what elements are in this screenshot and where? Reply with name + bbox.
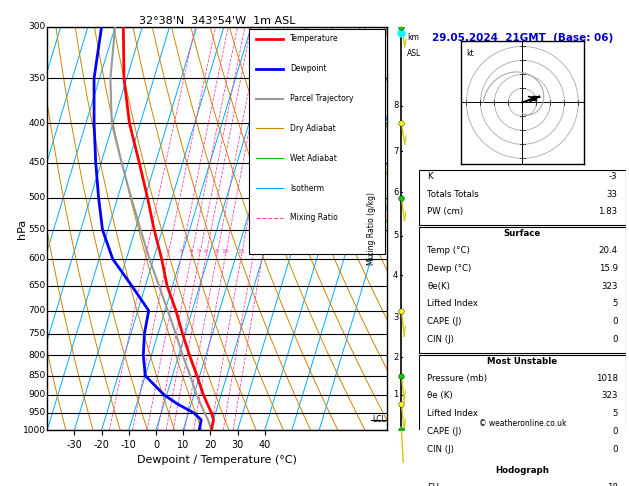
Text: CIN (J): CIN (J) bbox=[427, 335, 454, 344]
Text: 5: 5 bbox=[393, 231, 398, 241]
Text: 7: 7 bbox=[393, 147, 398, 156]
Text: Most Unstable: Most Unstable bbox=[487, 357, 557, 365]
Text: θe(K): θe(K) bbox=[427, 282, 450, 291]
Text: © weatheronline.co.uk: © weatheronline.co.uk bbox=[479, 419, 566, 428]
Text: Parcel Trajectory: Parcel Trajectory bbox=[290, 94, 353, 103]
Text: 0: 0 bbox=[612, 445, 618, 453]
Text: 5: 5 bbox=[612, 299, 618, 309]
Text: 15.9: 15.9 bbox=[599, 264, 618, 273]
Text: 750: 750 bbox=[28, 329, 45, 338]
Text: 1018: 1018 bbox=[596, 374, 618, 382]
Text: Mixing Ratio (g/kg): Mixing Ratio (g/kg) bbox=[367, 192, 376, 265]
Text: 550: 550 bbox=[28, 226, 45, 234]
Bar bbox=[419, 170, 626, 225]
Text: Lifted Index: Lifted Index bbox=[427, 299, 478, 309]
Text: 5: 5 bbox=[612, 409, 618, 418]
Text: Wet Adiabat: Wet Adiabat bbox=[290, 154, 337, 163]
Bar bbox=[250, 29, 386, 254]
Text: 5: 5 bbox=[197, 249, 201, 254]
Text: 0: 0 bbox=[612, 317, 618, 326]
Text: 2: 2 bbox=[393, 353, 398, 362]
Text: 950: 950 bbox=[28, 408, 45, 417]
Text: 300: 300 bbox=[28, 22, 45, 31]
Text: Pressure (mb): Pressure (mb) bbox=[427, 374, 487, 382]
Text: 3: 3 bbox=[393, 313, 398, 322]
Text: 800: 800 bbox=[28, 351, 45, 360]
Text: 323: 323 bbox=[601, 282, 618, 291]
Text: 500: 500 bbox=[28, 193, 45, 202]
Text: -3: -3 bbox=[609, 172, 618, 181]
Text: Totals Totals: Totals Totals bbox=[427, 190, 479, 199]
Text: Lifted Index: Lifted Index bbox=[427, 409, 478, 418]
Text: PW (cm): PW (cm) bbox=[427, 208, 464, 216]
Text: 8: 8 bbox=[214, 249, 218, 254]
Text: 350: 350 bbox=[28, 74, 45, 83]
X-axis label: Dewpoint / Temperature (°C): Dewpoint / Temperature (°C) bbox=[137, 455, 297, 466]
Text: 450: 450 bbox=[28, 158, 45, 167]
Text: Dewpoint: Dewpoint bbox=[290, 64, 326, 73]
Text: 650: 650 bbox=[28, 281, 45, 290]
Text: Isotherm: Isotherm bbox=[290, 184, 325, 192]
Bar bbox=[419, 227, 626, 353]
Text: θe (K): θe (K) bbox=[427, 391, 453, 400]
Text: 1: 1 bbox=[393, 390, 398, 399]
Title: 32°38'N  343°54'W  1m ASL: 32°38'N 343°54'W 1m ASL bbox=[139, 16, 296, 26]
Bar bbox=[419, 465, 626, 486]
Text: 0: 0 bbox=[612, 427, 618, 436]
Text: 20: 20 bbox=[248, 249, 257, 254]
Text: 29.05.2024  21GMT  (Base: 06): 29.05.2024 21GMT (Base: 06) bbox=[431, 33, 613, 43]
Text: 323: 323 bbox=[601, 391, 618, 400]
Text: K: K bbox=[427, 172, 433, 181]
Text: LCL: LCL bbox=[372, 416, 386, 424]
Text: 1.83: 1.83 bbox=[598, 208, 618, 216]
Text: CIN (J): CIN (J) bbox=[427, 445, 454, 453]
Text: 2: 2 bbox=[165, 249, 169, 254]
Text: 33: 33 bbox=[606, 190, 618, 199]
Text: 6: 6 bbox=[393, 188, 398, 197]
Text: ASL: ASL bbox=[407, 49, 421, 58]
Text: 400: 400 bbox=[28, 119, 45, 128]
Text: Dewp (°C): Dewp (°C) bbox=[427, 264, 472, 273]
Text: 850: 850 bbox=[28, 371, 45, 380]
Text: 4: 4 bbox=[189, 249, 193, 254]
Text: Dry Adiabat: Dry Adiabat bbox=[290, 124, 336, 133]
Text: Mixing Ratio: Mixing Ratio bbox=[290, 213, 338, 223]
Text: 10: 10 bbox=[221, 249, 229, 254]
Text: 700: 700 bbox=[28, 306, 45, 315]
Text: 1: 1 bbox=[143, 249, 147, 254]
Text: 15: 15 bbox=[237, 249, 245, 254]
Text: Temperature: Temperature bbox=[290, 35, 339, 43]
Text: Temp (°C): Temp (°C) bbox=[427, 246, 470, 255]
Text: CAPE (J): CAPE (J) bbox=[427, 427, 462, 436]
Text: km: km bbox=[407, 33, 419, 42]
Text: CAPE (J): CAPE (J) bbox=[427, 317, 462, 326]
Text: 6: 6 bbox=[204, 249, 208, 254]
Text: EH: EH bbox=[427, 484, 439, 486]
Text: Surface: Surface bbox=[504, 229, 541, 238]
Bar bbox=[419, 355, 626, 462]
Text: 900: 900 bbox=[28, 390, 45, 399]
Text: hPa: hPa bbox=[17, 218, 26, 239]
Text: 18: 18 bbox=[606, 484, 618, 486]
Text: 0: 0 bbox=[612, 335, 618, 344]
Text: 3: 3 bbox=[179, 249, 183, 254]
Text: 1000: 1000 bbox=[23, 426, 45, 434]
Text: 20.4: 20.4 bbox=[598, 246, 618, 255]
Text: 4: 4 bbox=[393, 271, 398, 280]
Text: 600: 600 bbox=[28, 255, 45, 263]
Text: 8: 8 bbox=[393, 102, 398, 110]
Text: 25: 25 bbox=[258, 249, 266, 254]
Text: Hodograph: Hodograph bbox=[496, 467, 549, 475]
